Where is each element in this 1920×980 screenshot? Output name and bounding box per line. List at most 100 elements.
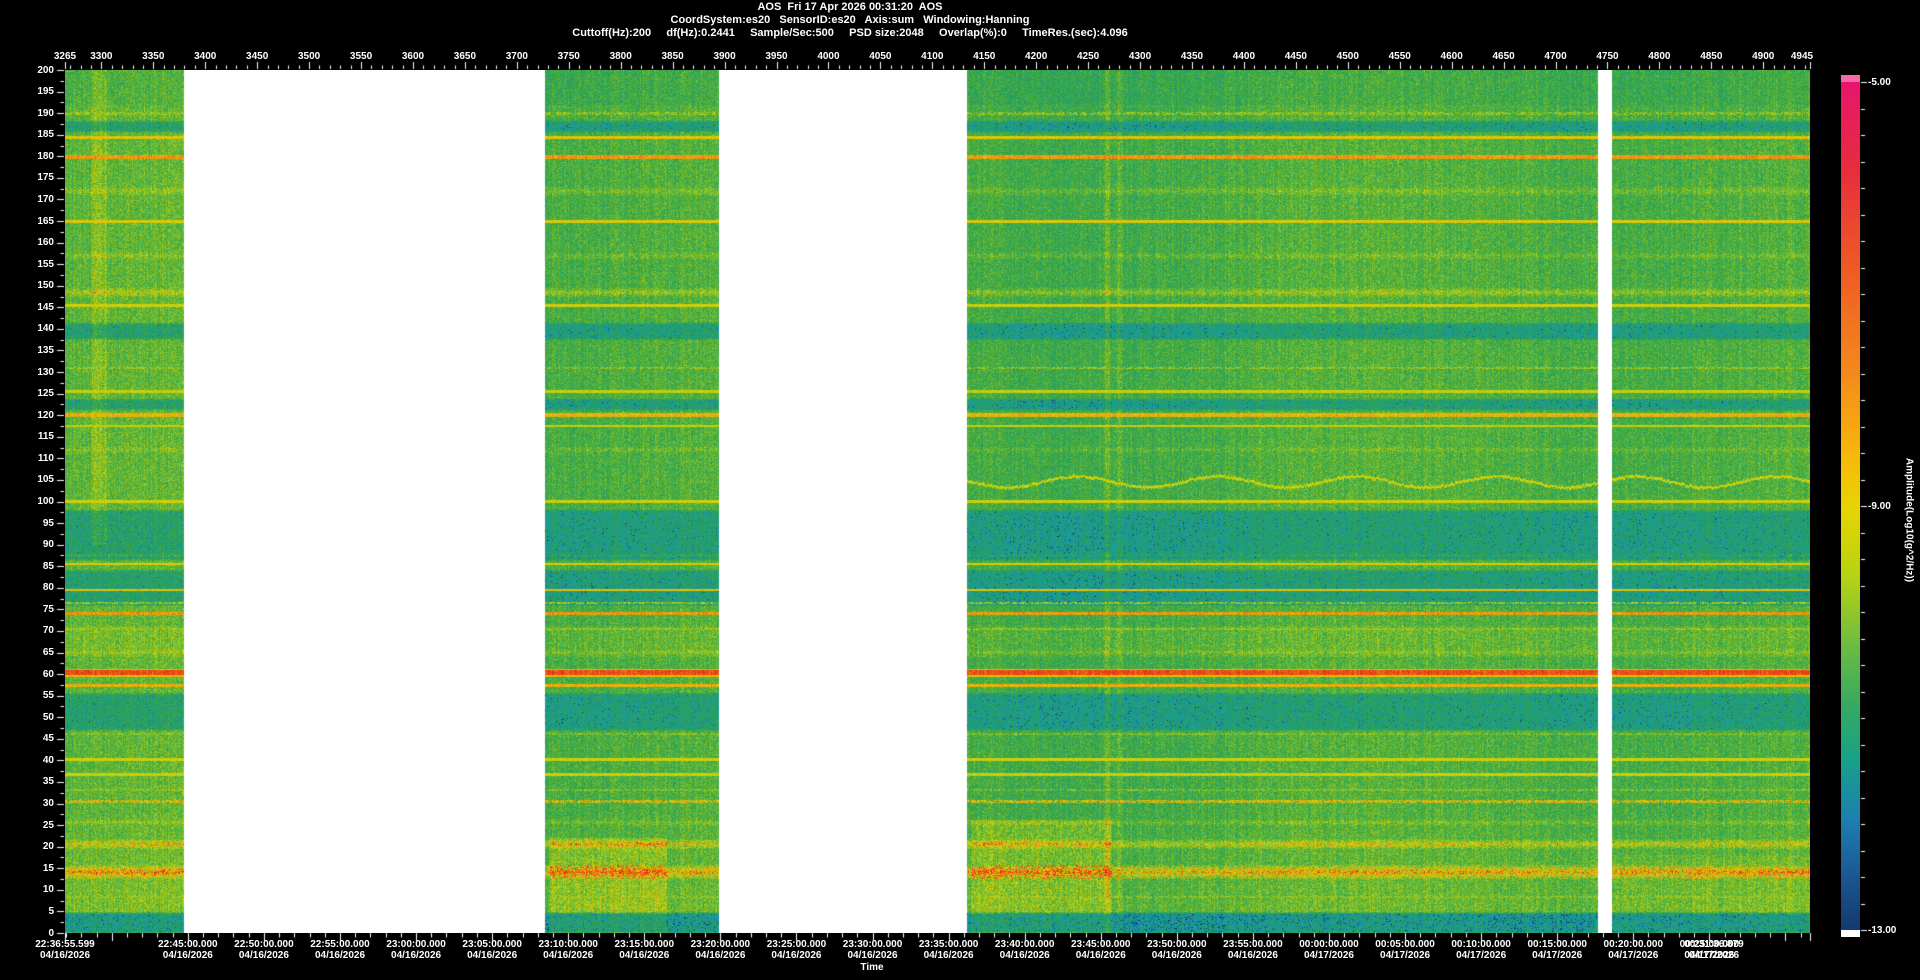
top-axis-tick-label: 3800: [609, 51, 632, 62]
top-axis-tick-label: 3450: [246, 51, 269, 62]
time-axis-date-text: 04/16/2026: [1151, 949, 1202, 961]
time-axis-time-text: 23:15:00.000: [614, 939, 675, 950]
freq-axis-tick-label: 185: [37, 129, 54, 141]
freq-axis-tick-label: 95: [42, 517, 54, 529]
colorbar-tick-label: -9.00: [1868, 501, 1891, 512]
time-axis-date-text: 04/16/2026: [391, 949, 442, 961]
freq-axis-tick-label: 90: [42, 539, 54, 551]
time-axis-tick-label: 00:15:00.000 04/17/2026: [1527, 939, 1587, 961]
time-axis-time-text: 23:40:00.000: [994, 939, 1055, 950]
time-axis-time-text: 00:31:36.879: [1684, 939, 1744, 950]
time-axis-time-text: 00:25:00.000: [1679, 939, 1740, 950]
freq-axis-tick-label: 135: [37, 344, 54, 356]
time-axis-time-text: 22:55:00.000: [310, 939, 370, 950]
top-axis-tick-label: 4900: [1752, 51, 1775, 62]
freq-axis-tick-label: 200: [37, 64, 54, 76]
freq-axis-tick-label: 100: [37, 496, 54, 507]
time-axis-tick-label: 00:25:00.000 04/17/2026: [1679, 939, 1740, 961]
freq-axis-tick-label: 170: [37, 193, 54, 205]
time-axis-date-text: 04/16/2026: [39, 949, 91, 961]
top-axis-tick-label: 4600: [1440, 51, 1463, 62]
time-axis-date-text: 04/16/2026: [695, 949, 746, 961]
time-axis-date-text: 04/16/2026: [999, 949, 1050, 961]
top-axis-tick-label: 3650: [453, 51, 477, 62]
freq-axis-tick-label: 125: [37, 388, 54, 400]
top-axis-tick-label: 3850: [661, 51, 684, 62]
time-axis-time-text: 23:30:00.000: [842, 939, 903, 950]
freq-axis-tick-label: 80: [42, 582, 54, 594]
plot-header: AOS Fri 17 Apr 2026 00:31:20 AOS CoordSy…: [0, 1, 1700, 40]
top-axis-tick-label: 4945: [1790, 51, 1814, 62]
top-axis-tick-label: 4100: [921, 51, 944, 62]
top-axis-tick-label: 4150: [973, 51, 996, 62]
time-axis-date-text: 04/16/2026: [847, 949, 898, 961]
time-axis-date-text: 04/16/2026: [162, 949, 213, 961]
top-axis-tick-label: 4750: [1596, 51, 1619, 62]
time-axis-time-text: 23:50:00.000: [1147, 939, 1207, 950]
time-axis-time-text: 23:00:00.000: [386, 939, 446, 950]
time-axis-date-text: 04/16/2026: [238, 949, 289, 961]
time-axis-date-text: 04/16/2026: [1075, 949, 1126, 961]
time-axis-tick-label: 23:15:00.000 04/16/2026: [614, 939, 675, 961]
colorbar-under-range-cap: [1841, 930, 1860, 937]
time-axis-date-text: 04/17/2026: [1688, 949, 1740, 961]
top-axis-tick-label: 3350: [142, 51, 165, 62]
top-axis-tick-label: 4850: [1700, 51, 1723, 62]
top-axis-tick-label: 4300: [1128, 51, 1152, 62]
top-axis-tick-label: 3750: [557, 51, 580, 62]
time-axis-tick-label: 22:55:00.000 04/16/2026: [310, 939, 370, 961]
time-axis-date-text: 04/16/2026: [923, 949, 974, 961]
freq-axis-tick-label: 155: [37, 258, 54, 270]
top-axis-tick-label: 4200: [1025, 51, 1048, 62]
colorbar: [1841, 75, 1860, 937]
top-axis-tick-label: 3500: [297, 51, 321, 62]
top-axis-tick-label: 3550: [349, 51, 373, 62]
time-axis-time-text: 00:20:00.000: [1603, 939, 1664, 950]
plot-title: AOS Fri 17 Apr 2026 00:31:20 AOS: [757, 1, 943, 13]
spectrogram-canvas[interactable]: [65, 70, 1810, 933]
top-axis-tick-label: 3950: [765, 51, 788, 62]
time-axis-time-text: 23:10:00.000: [538, 939, 598, 950]
freq-axis-tick-label: 10: [42, 884, 54, 896]
time-axis-date-text: 04/16/2026: [1227, 949, 1278, 961]
freq-axis-tick-label: 5: [48, 905, 54, 917]
time-axis-time-text: 00:10:00.000: [1451, 939, 1511, 950]
freq-axis-tick-label: 70: [42, 625, 54, 637]
freq-axis-tick-label: 20: [42, 841, 54, 853]
time-axis-tick-label: 00:20:00.000 04/17/2026: [1603, 939, 1664, 961]
time-axis-tick-label: 00:10:00.000 04/17/2026: [1451, 939, 1511, 961]
freq-axis-tick-label: 120: [37, 409, 54, 421]
freq-axis-tick-label: 160: [37, 237, 54, 249]
top-axis-tick-label: 4550: [1388, 51, 1411, 62]
freq-axis-tick-label: 180: [37, 150, 54, 162]
colorbar-axis-label: Amplitude(Log10(g^2/Hz)): [1903, 457, 1915, 583]
freq-axis-tick-label: 150: [37, 280, 54, 292]
freq-axis-tick-label: 110: [37, 452, 54, 464]
time-axis-tick-label: 00:31:36.879 04/17/2026: [1684, 939, 1744, 961]
freq-axis-tick-label: 40: [42, 754, 54, 766]
time-axis-tick-label: 00:05:00.000 04/17/2026: [1375, 939, 1435, 961]
top-axis-tick-label: 4400: [1232, 51, 1256, 62]
top-axis-tick-label: 4800: [1648, 51, 1671, 62]
freq-axis-tick-label: 0: [48, 927, 54, 939]
time-axis-date-text: 04/17/2026: [1380, 949, 1431, 961]
freq-axis-tick-label: 35: [42, 776, 54, 788]
freq-axis-tick-label: 50: [42, 711, 54, 723]
time-axis-date-text: 04/16/2026: [314, 949, 366, 961]
top-axis-tick-label: 3700: [505, 51, 528, 62]
time-axis-tick-label: 22:36:55.599 04/16/2026: [35, 939, 95, 961]
time-axis-tick-label: 23:55:00.000 04/16/2026: [1223, 939, 1283, 961]
time-axis-tick-label: 23:45:00.000 04/16/2026: [1071, 939, 1131, 961]
time-axis-time-text: 23:35:00.000: [918, 939, 979, 950]
top-axis-tick-label: 4250: [1076, 51, 1100, 62]
freq-axis-tick-label: 175: [37, 172, 54, 184]
colorbar-over-range-cap: [1841, 75, 1860, 82]
time-axis-tick-label: 23:50:00.000 04/16/2026: [1147, 939, 1207, 961]
top-axis-tick-label: 4450: [1284, 51, 1307, 62]
time-axis-time-text: 00:05:00.000: [1375, 939, 1435, 950]
time-axis-tick-label: 22:45:00.000 04/16/2026: [158, 939, 218, 961]
freq-axis-tick-label: 65: [42, 647, 54, 659]
time-axis-date-text: 04/16/2026: [543, 949, 594, 961]
time-axis-date-text: 04/17/2026: [1532, 949, 1583, 961]
time-axis-tick-label: 23:20:00.000 04/16/2026: [691, 939, 751, 961]
